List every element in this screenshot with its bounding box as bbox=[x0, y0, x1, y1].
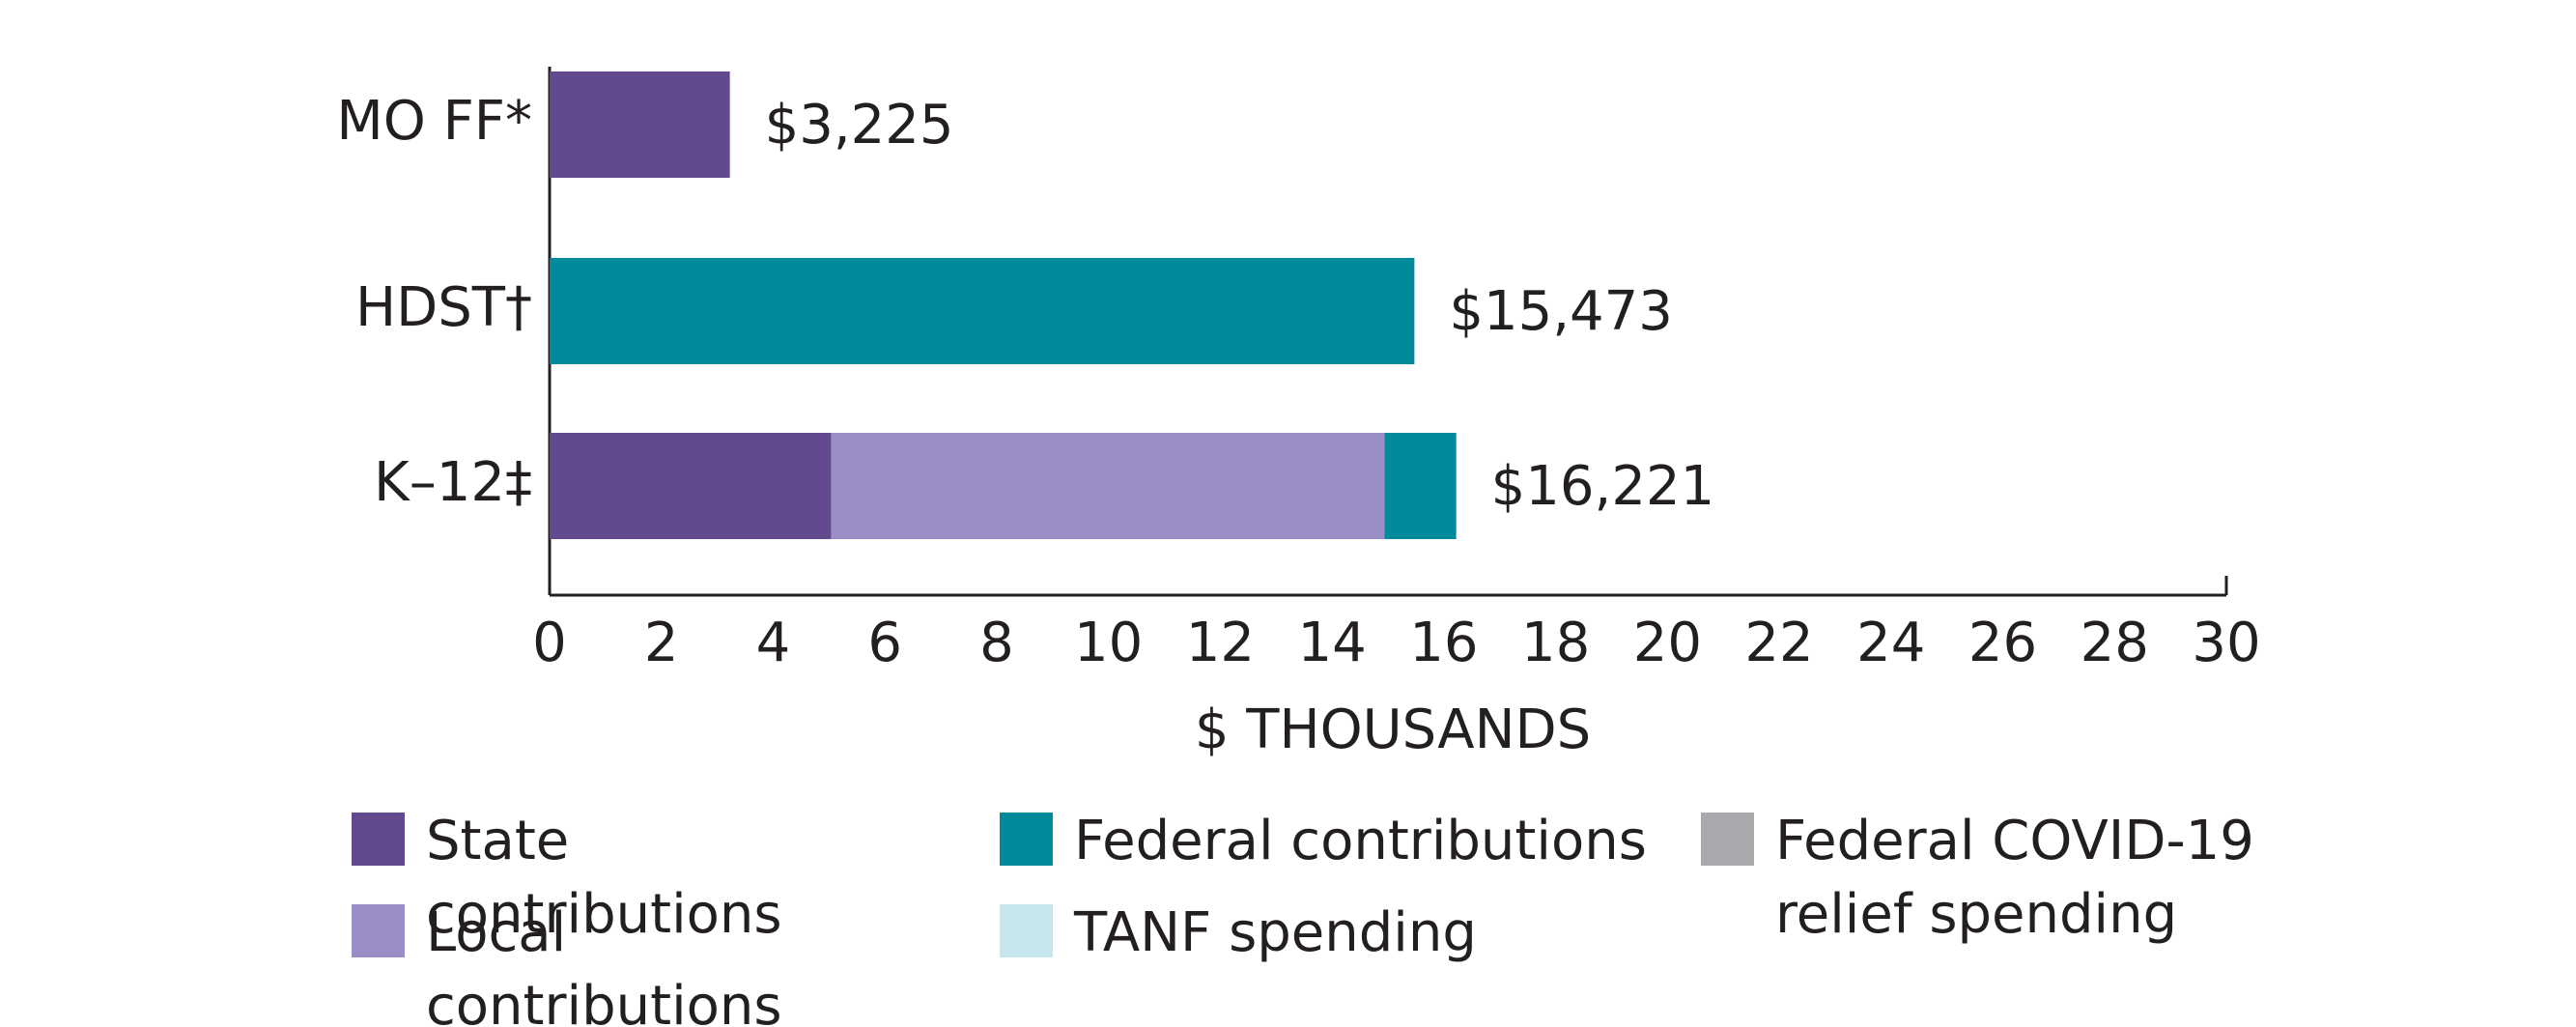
x-tick-label: 4 bbox=[756, 612, 791, 674]
legend-swatch bbox=[1000, 813, 1053, 866]
legend-swatch bbox=[352, 813, 405, 866]
x-tick-label: 30 bbox=[2192, 612, 2260, 674]
total-label: $16,221 bbox=[1491, 455, 1715, 518]
legend-label: Federal COVID-19 relief spending bbox=[1775, 810, 2254, 946]
legend-item: State contributions bbox=[352, 805, 793, 952]
bar-segment bbox=[550, 71, 730, 178]
x-tick-label: 18 bbox=[1521, 612, 1590, 674]
x-tick-label: 12 bbox=[1186, 612, 1255, 674]
x-tick-label: 14 bbox=[1298, 612, 1367, 674]
y-tick-label: HDST† bbox=[355, 276, 532, 339]
legend-swatch bbox=[1701, 813, 1754, 866]
bar-segment bbox=[550, 258, 1415, 364]
legend-item: Federal contributions bbox=[1000, 805, 1692, 878]
legend-item: TANF spending bbox=[1000, 897, 1692, 970]
x-tick-label: 20 bbox=[1633, 612, 1702, 674]
legend-swatch bbox=[352, 904, 405, 957]
x-tick-label: 16 bbox=[1409, 612, 1478, 674]
legend-item: Local contributions bbox=[352, 897, 793, 1027]
x-tick-label: 8 bbox=[979, 612, 1014, 674]
x-tick-label: 6 bbox=[867, 612, 902, 674]
legend-item: Federal COVID-19 relief spending bbox=[1701, 805, 2278, 952]
x-tick-label: 24 bbox=[1856, 612, 1925, 674]
legend-swatch bbox=[1000, 904, 1053, 957]
x-tick-label: 26 bbox=[1968, 612, 2037, 674]
y-tick-label: K–12‡ bbox=[374, 451, 532, 514]
x-tick-label: 10 bbox=[1074, 612, 1143, 674]
x-tick-label: 28 bbox=[2081, 612, 2149, 674]
y-tick-label: MO FF* bbox=[336, 90, 532, 153]
x-tick-label: 2 bbox=[644, 612, 679, 674]
legend-label: State contributions bbox=[426, 810, 782, 946]
legend-label: Federal contributions bbox=[1074, 810, 1647, 872]
legend-label: TANF spending bbox=[1074, 901, 1477, 964]
legend-label: Local contributions bbox=[426, 901, 782, 1027]
x-tick-label: 0 bbox=[532, 612, 567, 674]
x-tick-label: 22 bbox=[1744, 612, 1813, 674]
total-label: $15,473 bbox=[1449, 280, 1673, 343]
x-axis-title: $ THOUSANDS bbox=[1195, 699, 1591, 761]
total-label: $3,225 bbox=[765, 94, 954, 157]
bar-segment bbox=[550, 433, 832, 539]
bar-segment bbox=[831, 433, 1385, 539]
bar-segment bbox=[1384, 433, 1457, 539]
